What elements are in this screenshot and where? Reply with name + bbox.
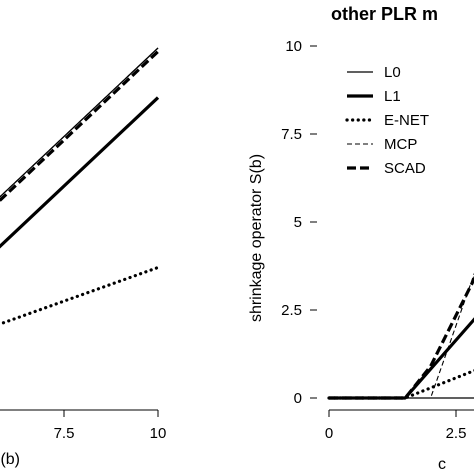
legend-label-l1: L1 — [384, 88, 401, 105]
left-x-axis: 7.5 10 — [0, 409, 167, 442]
right-series-line-mcp — [329, 272, 474, 399]
right-y-axis: 0 2.5 5 7.5 10 — [281, 38, 317, 407]
left-series-line-2 — [0, 50, 160, 203]
left-x-tick-label: 10 — [150, 425, 167, 442]
right-y-axis-label: shrinkage operator S(b) — [248, 154, 265, 322]
right-x-tick-label: 2.5 — [446, 425, 467, 442]
left-x-axis-label: t (b) — [0, 451, 20, 468]
left-series-line-3 — [0, 96, 160, 249]
right-series-line-scad — [329, 275, 474, 400]
right-x-tick-label: 0 — [325, 425, 333, 442]
right-chart-title: other PLR m — [331, 4, 438, 24]
left-series-line-0 — [0, 47, 159, 198]
left-chart-panel: 7.5 10 t (b) — [0, 47, 167, 468]
right-legend: L0 L1 E-NET MCP SCAD — [345, 64, 429, 177]
legend-label-l0: L0 — [384, 64, 401, 81]
right-chart-panel: other PLR m 0 2.5 02.557.510 shrinkage op… — [248, 4, 474, 473]
right-y-tick-label: 2.5 — [281, 302, 302, 319]
right-y-tick-label: 0 — [294, 390, 302, 407]
right-series-line-e-net — [327, 368, 474, 400]
right-x-axis-label: c — [438, 456, 446, 473]
left-series-line-4 — [0, 265, 160, 326]
right-y-tick-label: 7.5 — [281, 126, 302, 143]
right-y-tick-label: 5 — [294, 214, 302, 231]
legend-label-scad: SCAD — [384, 160, 426, 177]
left-x-tick-label: 7.5 — [54, 425, 75, 442]
right-x-axis: 0 2.5 — [325, 409, 474, 442]
legend-label-mcp: MCP — [384, 136, 417, 153]
right-y-tick-label: 10 — [285, 38, 302, 55]
right-series-line-l1 — [329, 317, 474, 400]
legend-label-e-net: E-NET — [384, 112, 429, 129]
